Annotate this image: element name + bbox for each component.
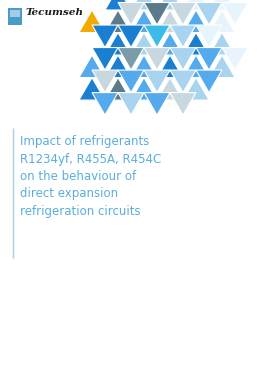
Polygon shape bbox=[105, 0, 131, 10]
Polygon shape bbox=[131, 10, 157, 32]
Polygon shape bbox=[170, 3, 196, 25]
Polygon shape bbox=[183, 78, 209, 100]
Polygon shape bbox=[183, 10, 209, 32]
Polygon shape bbox=[131, 55, 157, 78]
Polygon shape bbox=[170, 93, 196, 115]
Polygon shape bbox=[157, 0, 183, 10]
Polygon shape bbox=[79, 55, 105, 78]
Polygon shape bbox=[170, 25, 196, 47]
Polygon shape bbox=[92, 47, 118, 70]
Polygon shape bbox=[209, 10, 235, 32]
Polygon shape bbox=[131, 78, 157, 100]
Polygon shape bbox=[183, 32, 209, 55]
Polygon shape bbox=[157, 55, 183, 78]
Polygon shape bbox=[196, 3, 222, 25]
Polygon shape bbox=[105, 55, 131, 78]
Text: Impact of refrigerants
R1234yf, R455A, R454C
on the behaviour of
direct expansio: Impact of refrigerants R1234yf, R455A, R… bbox=[20, 135, 161, 218]
Polygon shape bbox=[196, 47, 222, 70]
Polygon shape bbox=[92, 25, 118, 47]
Polygon shape bbox=[209, 55, 235, 78]
Polygon shape bbox=[79, 78, 105, 100]
Polygon shape bbox=[183, 55, 209, 78]
Polygon shape bbox=[170, 70, 196, 93]
Polygon shape bbox=[105, 78, 131, 100]
Polygon shape bbox=[144, 93, 170, 115]
Polygon shape bbox=[170, 47, 196, 70]
Polygon shape bbox=[157, 78, 183, 100]
Polygon shape bbox=[183, 0, 209, 10]
Polygon shape bbox=[209, 0, 235, 10]
Bar bbox=[8, 8, 22, 25]
Polygon shape bbox=[105, 10, 131, 32]
Polygon shape bbox=[144, 3, 170, 25]
Polygon shape bbox=[118, 93, 144, 115]
Polygon shape bbox=[79, 10, 105, 32]
Bar bbox=[10, 10, 20, 17]
Polygon shape bbox=[157, 32, 183, 55]
Polygon shape bbox=[92, 70, 118, 93]
Text: Tecumseh: Tecumseh bbox=[26, 8, 84, 17]
Polygon shape bbox=[196, 25, 222, 47]
Polygon shape bbox=[118, 47, 144, 70]
Polygon shape bbox=[105, 32, 131, 55]
Polygon shape bbox=[131, 32, 157, 55]
Polygon shape bbox=[92, 93, 118, 115]
Polygon shape bbox=[144, 70, 170, 93]
Polygon shape bbox=[118, 70, 144, 93]
Polygon shape bbox=[144, 25, 170, 47]
Polygon shape bbox=[118, 3, 144, 25]
Polygon shape bbox=[196, 70, 222, 93]
Polygon shape bbox=[209, 32, 235, 55]
Polygon shape bbox=[222, 47, 248, 70]
Polygon shape bbox=[118, 25, 144, 47]
Polygon shape bbox=[157, 10, 183, 32]
Polygon shape bbox=[131, 0, 157, 10]
Polygon shape bbox=[222, 3, 248, 25]
Polygon shape bbox=[144, 47, 170, 70]
